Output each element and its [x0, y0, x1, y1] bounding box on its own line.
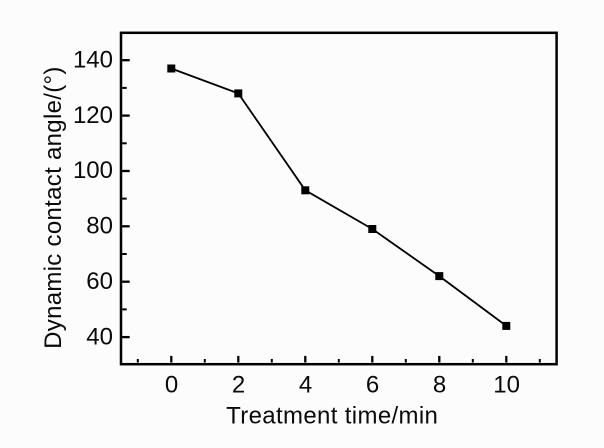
- svg-text:0: 0: [165, 371, 178, 398]
- svg-text:6: 6: [366, 371, 379, 398]
- svg-text:40: 40: [86, 323, 113, 350]
- svg-text:4: 4: [299, 371, 312, 398]
- svg-text:8: 8: [433, 371, 446, 398]
- svg-text:120: 120: [73, 102, 113, 129]
- svg-text:2: 2: [232, 371, 245, 398]
- svg-text:140: 140: [73, 46, 113, 73]
- svg-text:Dynamic contact angle/(°): Dynamic contact angle/(°): [40, 66, 67, 349]
- svg-text:10: 10: [493, 371, 520, 398]
- svg-text:60: 60: [86, 268, 113, 295]
- svg-text:100: 100: [73, 157, 113, 184]
- svg-text:80: 80: [86, 213, 113, 240]
- svg-text:Treatment time/min: Treatment time/min: [226, 403, 438, 430]
